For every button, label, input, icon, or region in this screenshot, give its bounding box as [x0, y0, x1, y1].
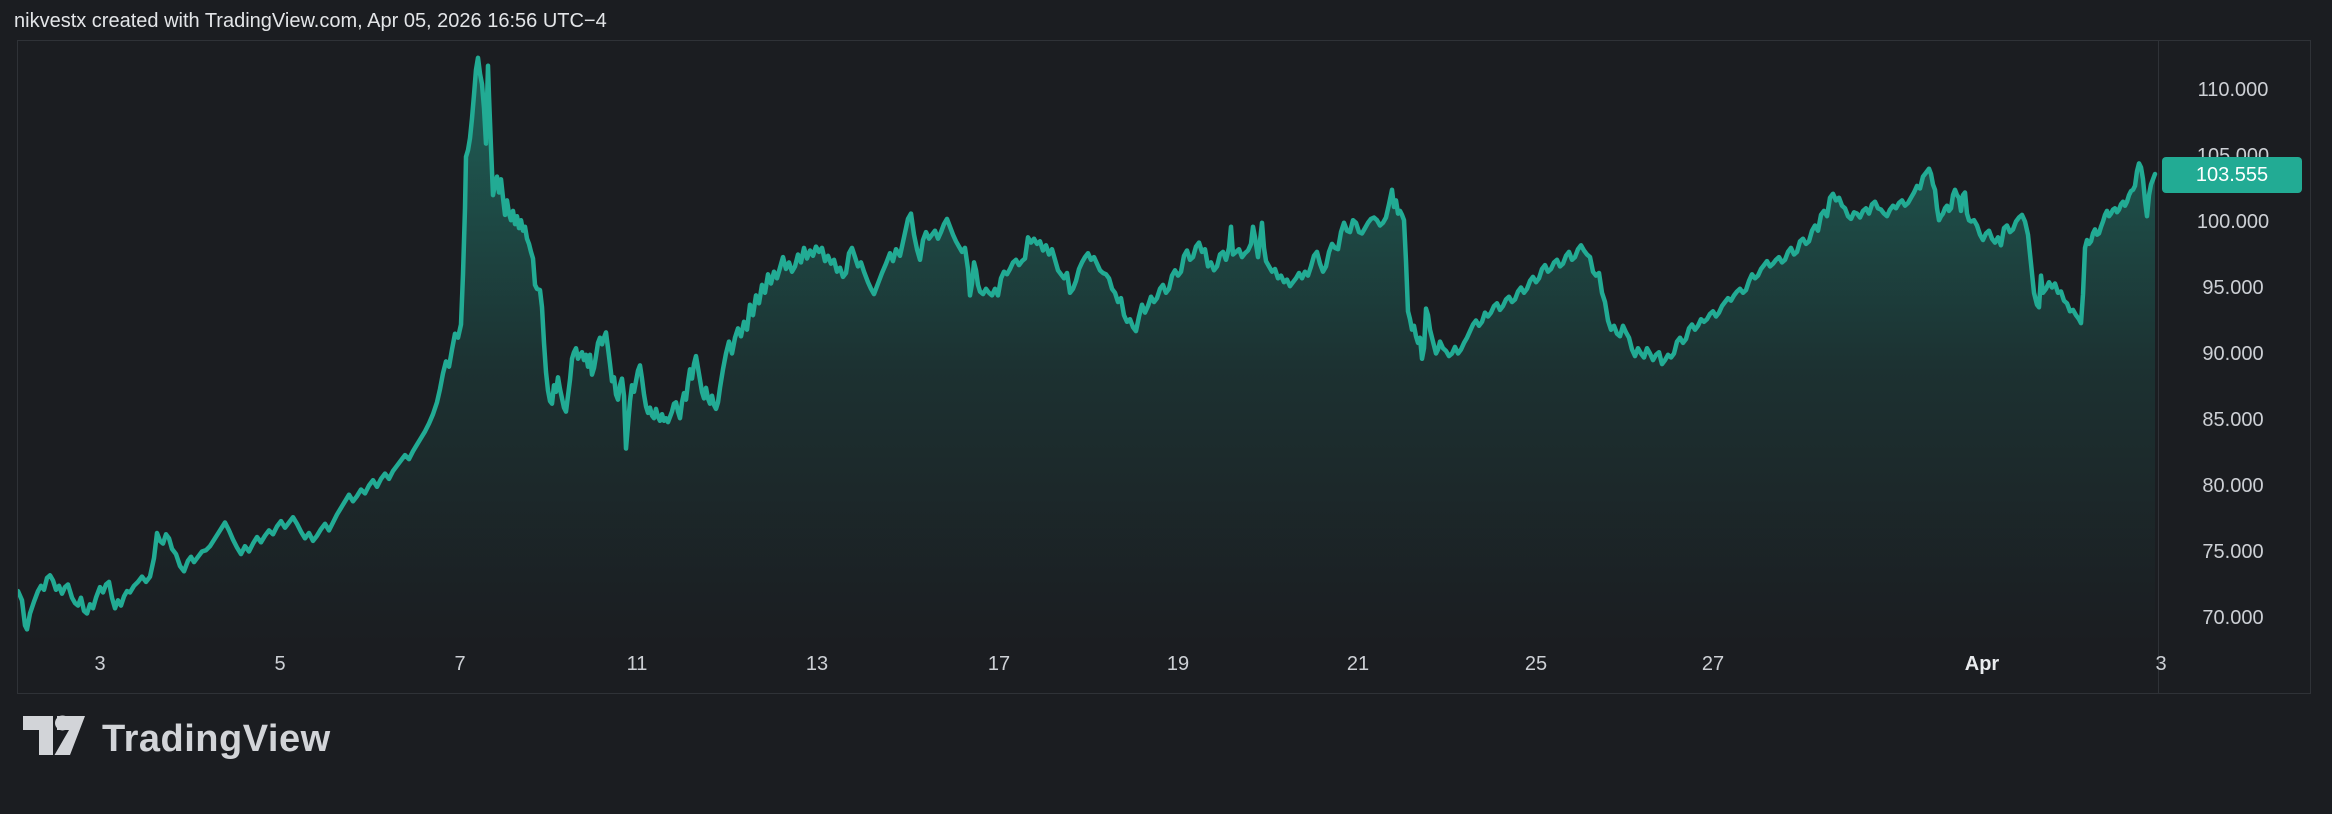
series-line: [18, 55, 2158, 632]
price-scale-label: 90.000: [2202, 343, 2264, 365]
time-scale-label: 5: [274, 653, 286, 675]
page-title: nikvestx created with TradingView.com, A…: [14, 10, 607, 32]
time-scale-label: 3: [94, 653, 106, 675]
time-scale-label: 7: [454, 653, 466, 675]
chart-frame: [17, 40, 2311, 694]
time-scale-label: 11: [626, 653, 648, 675]
time-scale-label: 25: [1524, 653, 1548, 675]
price-scale-label: 100.000: [2196, 211, 2270, 233]
time-scale-label: 27: [1701, 653, 1725, 675]
time-scale-label: 13: [805, 653, 829, 675]
series-area-fill: [18, 57, 2155, 643]
time-scale-label: Apr: [1964, 653, 2000, 675]
price-scale-label: 85.000: [2202, 409, 2264, 431]
price-scale-separator: [2158, 41, 2159, 693]
time-scale-label: 17: [987, 653, 1011, 675]
time-scale-label: 19: [1166, 653, 1190, 675]
price-scale-label: 110.000: [2197, 79, 2269, 101]
time-scale-label: 21: [1346, 653, 1370, 675]
tradingview-logo-text: TradingView: [102, 717, 331, 760]
price-scale-label: 80.000: [2202, 475, 2264, 497]
time-scale-label: 3: [2155, 653, 2167, 675]
tradingview-logo-icon: [23, 715, 85, 755]
price-scale-label: 75.000: [2202, 541, 2264, 563]
tradingview-logo[interactable]: TradingView: [22, 708, 331, 770]
price-scale-label: 95.000: [2202, 277, 2264, 299]
last-price-badge: 103.555: [2162, 157, 2302, 193]
price-scale-label: 70.000: [2202, 607, 2264, 629]
